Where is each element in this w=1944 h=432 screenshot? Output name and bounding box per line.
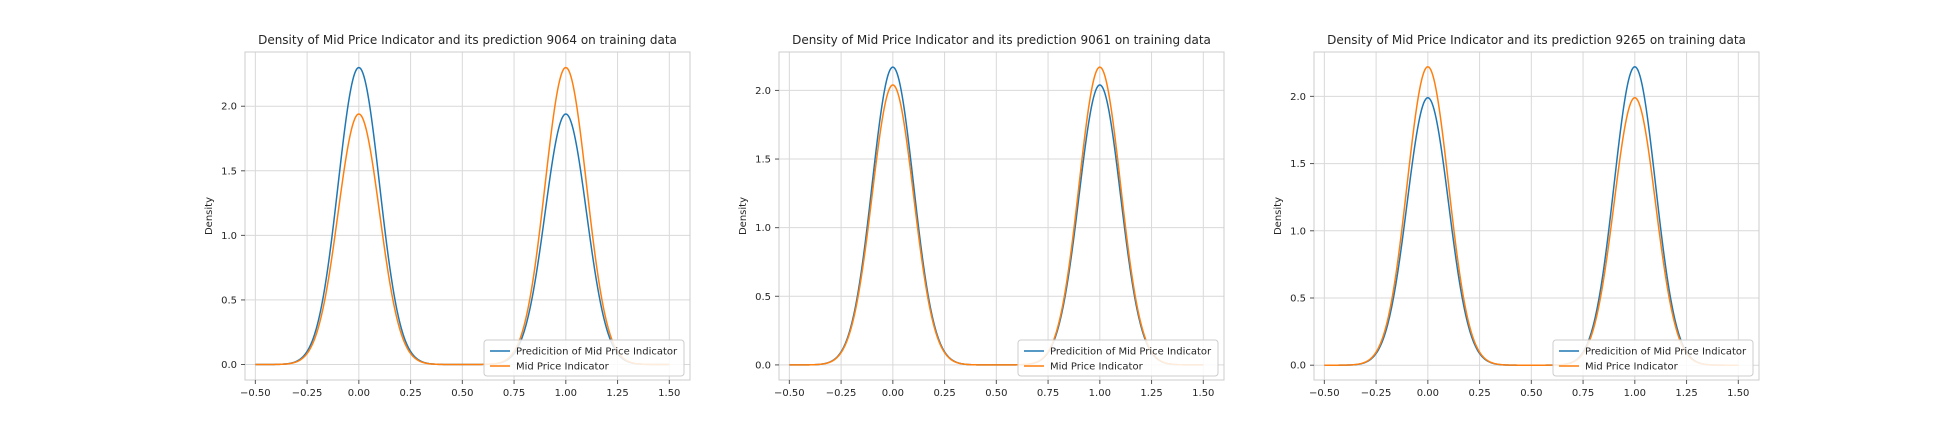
x-tick-label: −0.25: [292, 388, 323, 399]
legend-label: Predicition of Mid Price Indicator: [516, 347, 678, 358]
x-tick-label: 1.25: [606, 388, 628, 399]
x-tick-label: −0.50: [774, 388, 805, 399]
chart-panel-1: −0.50 −0.25 0.00 0.25 0.50 0.75 1.00 1.25 1.50 0.…: [204, 33, 691, 399]
series-line-actual: [255, 66, 670, 366]
x-tick-label: 0.25: [933, 388, 955, 399]
x-tick-label: 1.25: [1140, 388, 1162, 399]
x-tick-label: 1.25: [1675, 388, 1697, 399]
x-tick-label: 0.00: [882, 388, 904, 399]
x-tick-label: 0.25: [1468, 388, 1490, 399]
x-tick-label: 0.75: [1037, 388, 1059, 399]
y-tick-label: 0.5: [221, 295, 237, 306]
x-tick-label: 0.75: [1572, 388, 1594, 399]
x-tick-label: 0.75: [503, 388, 525, 399]
legend-label: Mid Price Indicator: [1585, 362, 1679, 373]
chart-panel-2: −0.50 −0.25 0.00 0.25 0.50 0.75 1.00 1.25 1.50 0.…: [738, 33, 1225, 399]
y-axis-label: Density: [1273, 197, 1284, 235]
legend-label: Predicition of Mid Price Indicator: [1050, 347, 1212, 358]
y-tick-label: 1.0: [755, 223, 771, 234]
y-tick-label: 1.0: [221, 231, 237, 242]
y-tick-label: 1.5: [221, 166, 237, 177]
y-tick-label: 1.5: [755, 155, 771, 166]
y-tick-label: 2.0: [1290, 92, 1306, 103]
y-tick-label: 1.0: [1290, 226, 1306, 237]
y-tick-label: 0.0: [221, 360, 237, 371]
x-tick-label: 1.50: [1192, 388, 1214, 399]
x-tick-label: 1.00: [1089, 388, 1111, 399]
legend-label: Mid Price Indicator: [1050, 362, 1144, 373]
legend-box: [1017, 339, 1219, 377]
plot-area: [244, 51, 691, 381]
series-line-actual: [789, 66, 1204, 366]
legend-box: [1552, 339, 1754, 377]
x-tick-label: 0.50: [1520, 388, 1542, 399]
chart-title: Density of Mid Price Indicator and its p…: [1327, 33, 1746, 47]
x-tick-label: −0.25: [1361, 388, 1392, 399]
y-tick-label: 2.0: [755, 86, 771, 97]
chart-title: Density of Mid Price Indicator and its p…: [792, 33, 1211, 47]
legend-label: Mid Price Indicator: [516, 362, 610, 373]
plot-area: [1313, 51, 1760, 381]
y-axis-label: Density: [738, 197, 749, 235]
y-tick-label: 2.0: [221, 102, 237, 113]
x-tick-label: 1.00: [1624, 388, 1646, 399]
chart-title: Density of Mid Price Indicator and its p…: [258, 33, 677, 47]
x-tick-label: 1.50: [1727, 388, 1749, 399]
x-tick-label: −0.50: [1309, 388, 1340, 399]
x-tick-label: −0.25: [826, 388, 857, 399]
x-tick-label: 0.25: [399, 388, 421, 399]
series-line-actual: [1324, 65, 1739, 366]
chart-panel-3: −0.50 −0.25 0.00 0.25 0.50 0.75 1.00 1.25 1.50 0.…: [1273, 33, 1760, 399]
x-tick-label: −0.50: [240, 388, 271, 399]
legend: Predicition of Mid Price Indicator Mid Pr…: [483, 339, 685, 377]
x-tick-label: 1.00: [555, 388, 577, 399]
y-tick-label: 0.0: [1290, 361, 1306, 372]
y-tick-label: 1.5: [1290, 159, 1306, 170]
x-tick-label: 0.50: [451, 388, 473, 399]
legend: Predicition of Mid Price Indicator Mid Pr…: [1552, 339, 1754, 377]
legend: Predicition of Mid Price Indicator Mid Pr…: [1017, 339, 1219, 377]
x-tick-label: 1.50: [658, 388, 680, 399]
y-axis-label: Density: [204, 197, 215, 235]
plot-area: [778, 51, 1225, 381]
y-tick-label: 0.0: [755, 360, 771, 371]
legend-box: [483, 339, 685, 377]
x-tick-label: 0.00: [348, 388, 370, 399]
y-tick-label: 0.5: [1290, 294, 1306, 305]
x-tick-label: 0.00: [1417, 388, 1439, 399]
x-tick-label: 0.50: [985, 388, 1007, 399]
legend-label: Predicition of Mid Price Indicator: [1585, 347, 1747, 358]
y-tick-label: 0.5: [755, 292, 771, 303]
